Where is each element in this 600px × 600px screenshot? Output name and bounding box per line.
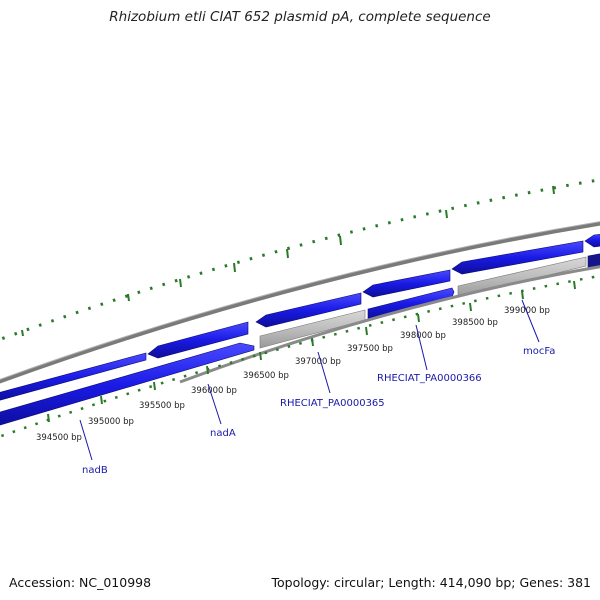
gene-arrow[interactable] xyxy=(0,352,147,403)
scale-label: 397000 bp xyxy=(295,357,341,367)
gene-label-mocfa[interactable]: mocFa xyxy=(523,346,555,357)
gc-content-track xyxy=(0,178,600,341)
gene-arrow[interactable] xyxy=(255,292,362,328)
gene-track-upper xyxy=(0,233,600,403)
gene-arrow[interactable] xyxy=(367,287,455,320)
gene-arrow[interactable] xyxy=(362,269,451,298)
scale-label: 398500 bp xyxy=(452,318,498,328)
sequence-stats-text: Topology: circular; Length: 414,090 bp; … xyxy=(271,575,592,590)
gc-skew-track xyxy=(0,274,600,438)
scale-label: 398000 bp xyxy=(400,331,446,341)
accession-text: Accession: NC_010998 xyxy=(9,575,152,590)
gene-label-rheciat-pa0000366[interactable]: RHECIAT_PA0000366 xyxy=(377,373,482,384)
gene-arrow[interactable] xyxy=(457,256,587,298)
gene-label-rheciat-pa0000365[interactable]: RHECIAT_PA0000365 xyxy=(280,398,385,409)
scale-label: 396500 bp xyxy=(243,371,289,381)
scale-label: 395000 bp xyxy=(88,417,134,427)
inner-ring xyxy=(179,265,600,384)
gene-arrow[interactable] xyxy=(0,342,255,428)
backbone-ring xyxy=(0,221,600,384)
map-title: Rhizobium etli CIAT 652 plasmid pA, comp… xyxy=(109,9,491,25)
gene-arrow[interactable] xyxy=(147,321,249,359)
gene-label-nadB[interactable]: nadB xyxy=(82,465,108,476)
gene-arrow[interactable] xyxy=(451,240,584,275)
gene-arrow[interactable] xyxy=(584,233,600,248)
scale-label: 394500 bp xyxy=(36,433,82,443)
gene-labels: nadB nadA RHECIAT_PA0000365 RHECIAT_PA00… xyxy=(82,346,555,476)
scale-label: 397500 bp xyxy=(347,344,393,354)
scale-label: 396000 bp xyxy=(191,386,237,396)
gene-leaders xyxy=(79,299,540,461)
gene-arrow[interactable] xyxy=(587,252,600,269)
gene-label-nadA[interactable]: nadA xyxy=(210,428,236,439)
scale-label: 395500 bp xyxy=(139,401,185,411)
gene-track-lower xyxy=(0,252,600,428)
